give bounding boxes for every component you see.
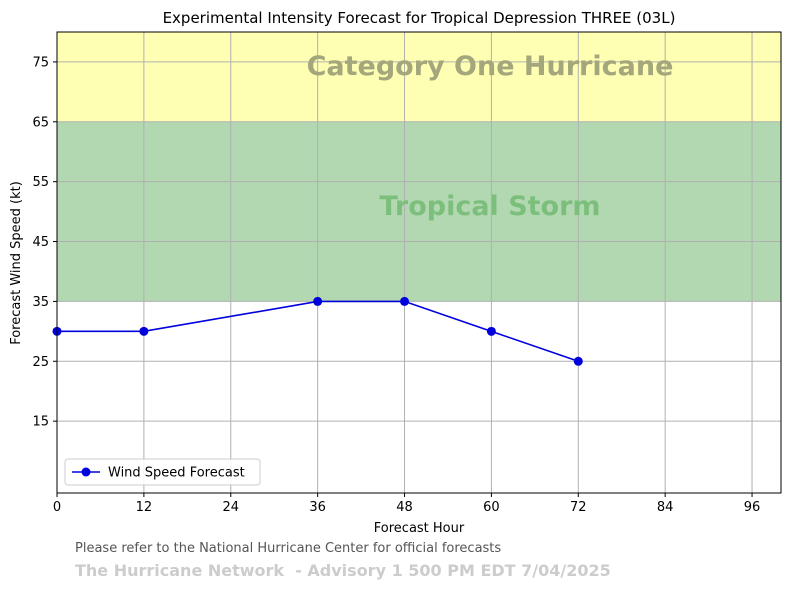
series-line-0: [57, 300, 579, 363]
y-tick-label-15: 15: [32, 415, 49, 430]
band-labels-layer: Tropical Storm Category One Hurricane: [307, 51, 674, 222]
legend-marker-0: [81, 467, 91, 477]
x-tick-label-60: 60: [483, 500, 500, 515]
y-tick-label-55: 55: [32, 175, 49, 190]
y-tick-label-25: 25: [32, 355, 49, 370]
data-point-60: [486, 326, 496, 336]
disclaimer-note: Please refer to the National Hurricane C…: [75, 541, 502, 556]
legend: Wind Speed Forecast: [64, 458, 261, 486]
band-label-tropical-storm: Tropical Storm: [379, 191, 600, 222]
chart-title: Experimental Intensity Forecast for Trop…: [163, 9, 676, 27]
bands-layer: [57, 32, 781, 302]
x-tick-label-36: 36: [309, 500, 326, 515]
data-point-36: [313, 296, 323, 306]
x-tick-label-0: 0: [53, 500, 61, 515]
data-point-12: [139, 326, 149, 336]
band-label-category-one-hurricane: Category One Hurricane: [307, 51, 674, 82]
x-tick-label-12: 12: [136, 500, 153, 515]
y-tick-label-45: 45: [32, 235, 49, 250]
x-tick-label-96: 96: [744, 500, 761, 515]
legend-label-0: Wind Speed Forecast: [108, 466, 245, 481]
x-axis-label: Forecast Hour: [374, 521, 465, 536]
y-axis-label: Forecast Wind Speed (kt): [9, 181, 24, 345]
plot-frame: [56, 31, 782, 494]
intensity-forecast-chart: Tropical Storm Category One Hurricane 0 12…: [9, 9, 782, 536]
ticks-layer: 0 12 24 36 48 60 72 84 96 15 25 35 45 55 65 75: [32, 55, 760, 515]
y-tick-label-65: 65: [32, 115, 49, 130]
x-tick-label-72: 72: [570, 500, 587, 515]
series-layer: [52, 296, 583, 366]
band-category-one-hurricane: [57, 32, 781, 122]
x-tick-label-24: 24: [222, 500, 239, 515]
y-tick-label-75: 75: [32, 55, 49, 70]
advisory-watermark: The Hurricane Network - Advisory 1 500 P…: [75, 561, 611, 580]
x-tick-label-84: 84: [657, 500, 674, 515]
y-tick-label-35: 35: [32, 295, 49, 310]
data-point-72: [573, 356, 583, 366]
grid-layer: [56, 32, 781, 493]
legend-box: [64, 458, 261, 486]
data-point-48: [400, 296, 410, 306]
band-tropical-storm: [57, 121, 781, 302]
x-tick-label-48: 48: [396, 500, 413, 515]
